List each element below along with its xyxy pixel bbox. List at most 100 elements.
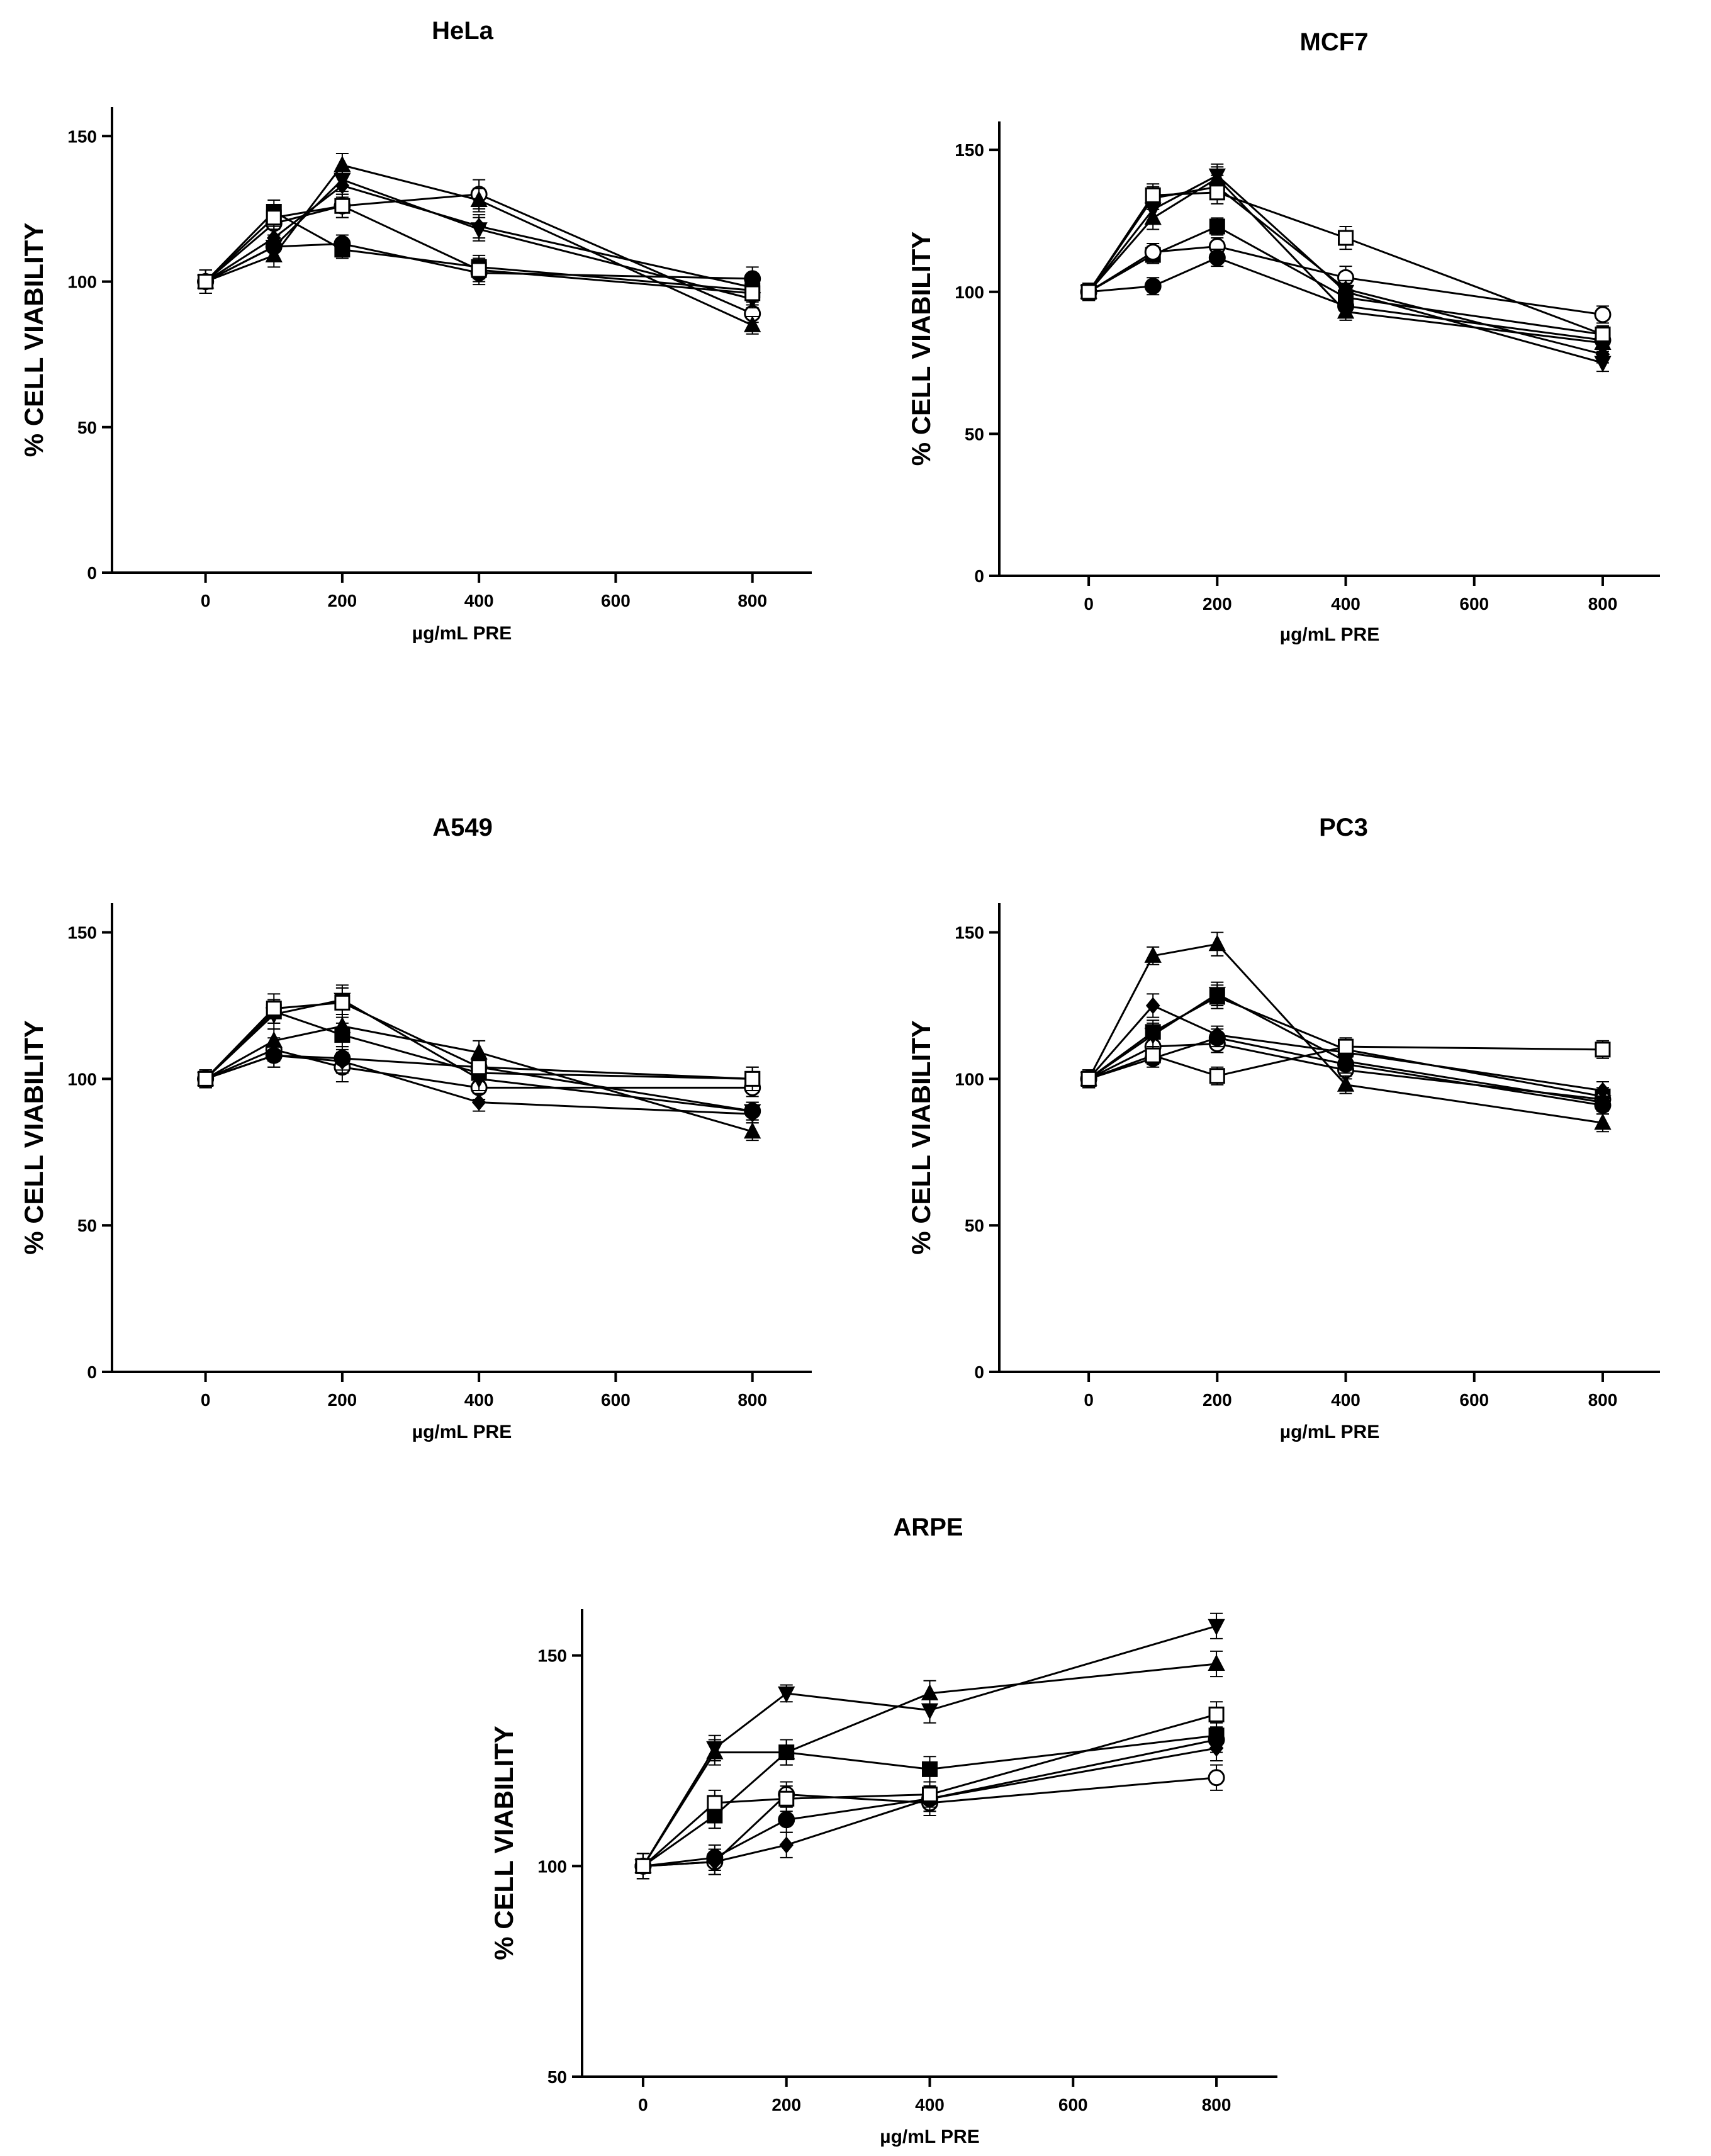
y-tick-label: 100 (537, 1856, 567, 1876)
data-point-open-circle (1144, 244, 1162, 261)
data-point-open-square (1145, 1047, 1161, 1064)
data-point-filled-diamond (335, 177, 350, 194)
data-point-open-square (744, 285, 761, 301)
data-point-filled-triangle-down (778, 1686, 795, 1704)
chart-title: HeLa (432, 17, 494, 45)
data-point-open-square (1595, 1042, 1611, 1058)
data-point-filled-circle (265, 1047, 283, 1064)
x-tick-label: 600 (1459, 1390, 1489, 1410)
data-point-filled-circle (744, 1103, 761, 1120)
data-point-open-square (922, 1787, 938, 1803)
data-point-open-square (334, 198, 351, 214)
data-point-filled-diamond (471, 1094, 486, 1111)
data-point-open-square (1595, 326, 1611, 342)
y-tick-label: 100 (955, 283, 984, 302)
data-point-filled-triangle-up (334, 1016, 351, 1033)
x-tick-label: 800 (1588, 594, 1618, 614)
data-point-filled-diamond (1595, 345, 1610, 363)
data-point-open-circle (1208, 1769, 1225, 1787)
y-axis-label: % CELL VIABILITY (906, 1020, 936, 1255)
x-tick-label: 800 (1202, 2095, 1231, 2114)
x-tick-label: 600 (1459, 594, 1489, 614)
data-point-filled-square (1209, 218, 1225, 235)
data-point-open-square (198, 274, 214, 289)
y-tick-label: 100 (955, 1069, 984, 1089)
x-tick-label: 200 (1203, 594, 1232, 614)
y-tick-label: 50 (965, 424, 984, 444)
y-tick-label: 150 (955, 923, 984, 943)
data-point-open-square (1080, 284, 1097, 300)
data-point-filled-diamond (471, 218, 486, 235)
y-axis-label: % CELL VIABILITY (19, 223, 48, 458)
chart-a549: A549 0 50 100 150 0 200 400 600 800 µg/mL PRE % CEL… (19, 814, 812, 1442)
data-point-filled-circle (1594, 1096, 1612, 1114)
data-point-filled-circle (1208, 1029, 1226, 1047)
y-tick-label: 50 (547, 2067, 567, 2087)
chart-arpe: ARPE 50 100 150 0 200 400 600 800 µg/mL PRE % CELL… (489, 1513, 1277, 2147)
data-point-filled-triangle-down (1144, 1028, 1162, 1045)
x-axis-label: µg/mL PRE (412, 623, 512, 644)
chart-pc3: PC3 0 50 100 150 0 200 400 600 800 µg/mL PRE % CELL… (906, 814, 1660, 1442)
data-point-open-square (334, 994, 351, 1011)
x-tick-label: 400 (1331, 1390, 1360, 1410)
x-tick-label: 800 (738, 591, 767, 610)
chart-title: A549 (432, 814, 493, 841)
x-axis-label: µg/mL PRE (880, 2126, 979, 2147)
chart-hela: HeLa 0 50 100 150 0 200 400 600 800 µg/mL PRE % CEL… (19, 17, 812, 644)
data-point-filled-circle (1337, 297, 1355, 315)
data-point-open-circle (1594, 306, 1612, 323)
y-tick-label: 150 (67, 923, 97, 943)
series-g (1080, 1037, 1611, 1089)
data-point-filled-triangle-down (706, 1741, 724, 1758)
x-tick-label: 400 (464, 1390, 494, 1410)
x-tick-label: 800 (1588, 1390, 1618, 1410)
x-tick-label: 400 (915, 2095, 945, 2114)
data-point-filled-square (922, 1761, 938, 1777)
data-point-filled-triangle-up (744, 1122, 761, 1139)
y-axis-label: % CELL VIABILITY (489, 1726, 519, 1960)
x-tick-label: 0 (638, 2095, 648, 2114)
y-tick-label: 150 (537, 1646, 567, 1666)
x-tick-label: 600 (601, 591, 631, 610)
data-point-filled-triangle-up (1594, 1113, 1612, 1130)
y-tick-label: 0 (87, 563, 97, 583)
x-axis-label: µg/mL PRE (412, 1422, 512, 1442)
series-f (197, 1043, 761, 1121)
data-point-open-square (707, 1795, 723, 1811)
x-tick-label: 200 (771, 2095, 801, 2114)
x-tick-label: 200 (328, 591, 357, 610)
data-point-open-square (1145, 187, 1161, 203)
data-point-filled-triangle-up (1337, 1075, 1355, 1092)
y-axis-label: % CELL VIABILITY (906, 232, 936, 466)
data-point-open-square (471, 1059, 487, 1075)
data-point-open-square (778, 1790, 795, 1807)
data-point-filled-circle (706, 1849, 724, 1867)
x-tick-label: 800 (738, 1390, 767, 1410)
series-g (635, 1701, 1225, 1880)
data-point-open-square (266, 210, 282, 226)
y-tick-label: 150 (67, 126, 97, 146)
data-point-filled-circle (1144, 278, 1162, 295)
data-point-filled-circle (1337, 1055, 1355, 1073)
chart-title: ARPE (893, 1513, 963, 1541)
data-point-filled-circle (334, 235, 351, 252)
data-point-open-square (1209, 1068, 1225, 1084)
x-tick-label: 600 (601, 1390, 631, 1410)
data-point-filled-diamond (1338, 280, 1353, 298)
x-tick-label: 600 (1058, 2095, 1088, 2114)
series-g (198, 193, 761, 303)
series-g (1080, 180, 1611, 344)
data-point-open-square (1080, 1070, 1097, 1087)
chart-title: MCF7 (1300, 28, 1369, 56)
series-g (198, 987, 761, 1091)
data-point-open-square (471, 262, 487, 278)
data-point-open-square (1338, 1038, 1354, 1055)
y-tick-label: 100 (67, 272, 97, 292)
data-point-filled-triangle-down (1208, 987, 1226, 1004)
chart-title: PC3 (1319, 814, 1368, 841)
data-point-filled-circle (778, 1811, 795, 1829)
x-tick-label: 0 (201, 591, 211, 610)
x-axis-label: µg/mL PRE (1280, 1422, 1379, 1442)
x-axis-label: µg/mL PRE (1280, 624, 1379, 645)
